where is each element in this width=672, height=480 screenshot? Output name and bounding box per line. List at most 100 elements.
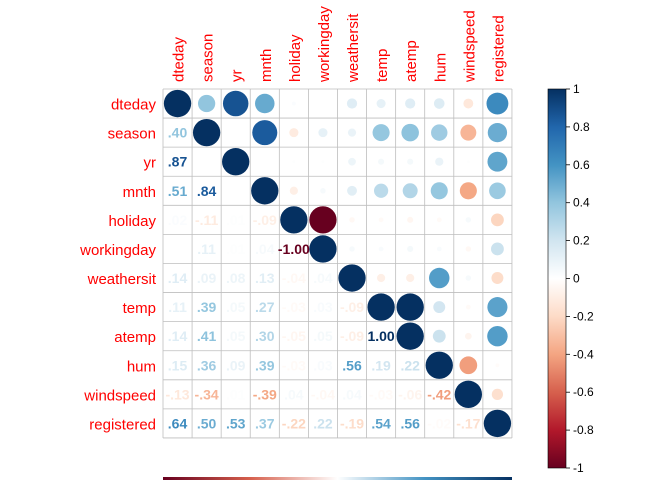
corr-circle	[436, 217, 442, 223]
cells: .40 .87 .00 .51 .84 .00 .02 -.11 .01 -.09 .00 .11 .0…	[163, 89, 512, 438]
corr-circle	[406, 273, 415, 283]
corr-value: -.03	[282, 357, 306, 373]
corr-circle	[289, 186, 298, 195]
corr-value: -.13	[165, 386, 189, 402]
corr-value: .36	[197, 357, 217, 373]
corr-value: .09	[226, 357, 246, 373]
row-label: hum	[127, 358, 156, 375]
corr-circle	[465, 275, 472, 281]
column-label: weathersit	[345, 13, 362, 83]
corr-circle	[322, 102, 324, 105]
corr-circle	[263, 160, 266, 163]
corr-circle	[376, 99, 386, 109]
corr-circle	[487, 122, 508, 143]
corr-circle	[407, 245, 414, 252]
column-label: yr	[229, 70, 246, 83]
corr-value: .51	[168, 183, 188, 199]
corr-circle	[347, 128, 357, 137]
corr-circle	[373, 183, 389, 198]
corr-value: .40	[168, 125, 188, 141]
row-label: weathersit	[87, 271, 157, 288]
corr-value: .02	[168, 212, 188, 228]
row-label: mnth	[123, 184, 156, 201]
corr-value: .37	[255, 415, 275, 431]
corr-value: -1.00	[278, 241, 310, 257]
corr-value: .41	[197, 328, 217, 344]
column-label: temp	[374, 49, 391, 82]
corr-circle	[491, 242, 504, 256]
corr-circle	[407, 216, 414, 223]
corr-value: .39	[197, 299, 217, 315]
corr-circle	[349, 246, 355, 252]
corr-circle	[464, 332, 472, 340]
row-label: holiday	[108, 213, 156, 230]
colorbar-tick-label: -0.2	[573, 309, 594, 323]
corr-circle	[396, 322, 424, 350]
corr-value: -.04	[282, 270, 306, 286]
corr-value: -.42	[427, 386, 451, 402]
corr-value: .53	[226, 415, 246, 431]
corr-circle	[489, 182, 506, 200]
corr-circle	[378, 246, 384, 252]
corr-circle	[252, 120, 278, 146]
corr-circle	[309, 235, 337, 263]
corr-value: .05	[226, 299, 246, 315]
corr-circle	[436, 246, 442, 252]
corr-value: .03	[313, 357, 333, 373]
corr-value: -.03	[282, 299, 306, 315]
corr-circle	[432, 329, 446, 343]
corr-circle	[378, 158, 385, 165]
corr-value: .56	[342, 357, 362, 373]
corr-value: -.06	[398, 386, 422, 402]
corr-circle	[487, 297, 508, 318]
corr-value: .39	[255, 357, 275, 373]
corr-value: .22	[313, 415, 333, 431]
corr-value: -.09	[340, 328, 364, 344]
corr-circle	[465, 304, 471, 310]
corr-value: .84	[197, 183, 217, 199]
corr-circle	[465, 217, 472, 223]
corr-value: 1.00	[367, 328, 394, 344]
corr-circle	[463, 98, 474, 109]
corr-circle	[367, 293, 395, 321]
corr-circle	[291, 101, 296, 106]
corr-value: .00	[168, 241, 188, 257]
corr-value: -.02	[427, 415, 451, 431]
corr-circle	[491, 388, 504, 400]
corr-value: -.19	[340, 415, 364, 431]
corr-circle	[491, 213, 504, 227]
corr-value: .01	[226, 212, 246, 228]
column-label: registered	[490, 15, 507, 82]
corr-circle	[376, 273, 386, 283]
corr-value: .00	[226, 183, 246, 199]
corr-circle	[430, 182, 448, 200]
corr-value: .00	[197, 154, 217, 170]
colorbar-tick-label: 1	[573, 82, 580, 96]
corr-circle	[459, 182, 477, 200]
corr-circle	[289, 128, 299, 138]
corr-value: .14	[168, 328, 188, 344]
corr-value: .54	[371, 415, 391, 431]
corr-value: .11	[168, 299, 187, 315]
corr-circle	[349, 217, 355, 223]
corr-circle	[401, 123, 419, 142]
column-label: dteday	[171, 36, 188, 82]
row-label: atemp	[114, 329, 156, 346]
row-label: season	[108, 126, 156, 143]
corr-circle	[318, 128, 328, 138]
corr-value: -.22	[282, 415, 306, 431]
corr-value: .05	[313, 328, 333, 344]
corr-circle	[433, 301, 446, 314]
column-label: windspeed	[461, 10, 478, 83]
row-label: workingday	[79, 242, 156, 259]
corr-circle	[292, 160, 296, 164]
column-label: mnth	[258, 49, 275, 82]
column-label: season	[200, 34, 217, 82]
corr-circle	[433, 98, 445, 109]
corr-circle	[255, 93, 275, 114]
corr-value: .03	[313, 299, 333, 315]
corr-circle	[425, 351, 453, 379]
corr-circle	[431, 124, 448, 141]
corr-circle	[320, 188, 326, 194]
